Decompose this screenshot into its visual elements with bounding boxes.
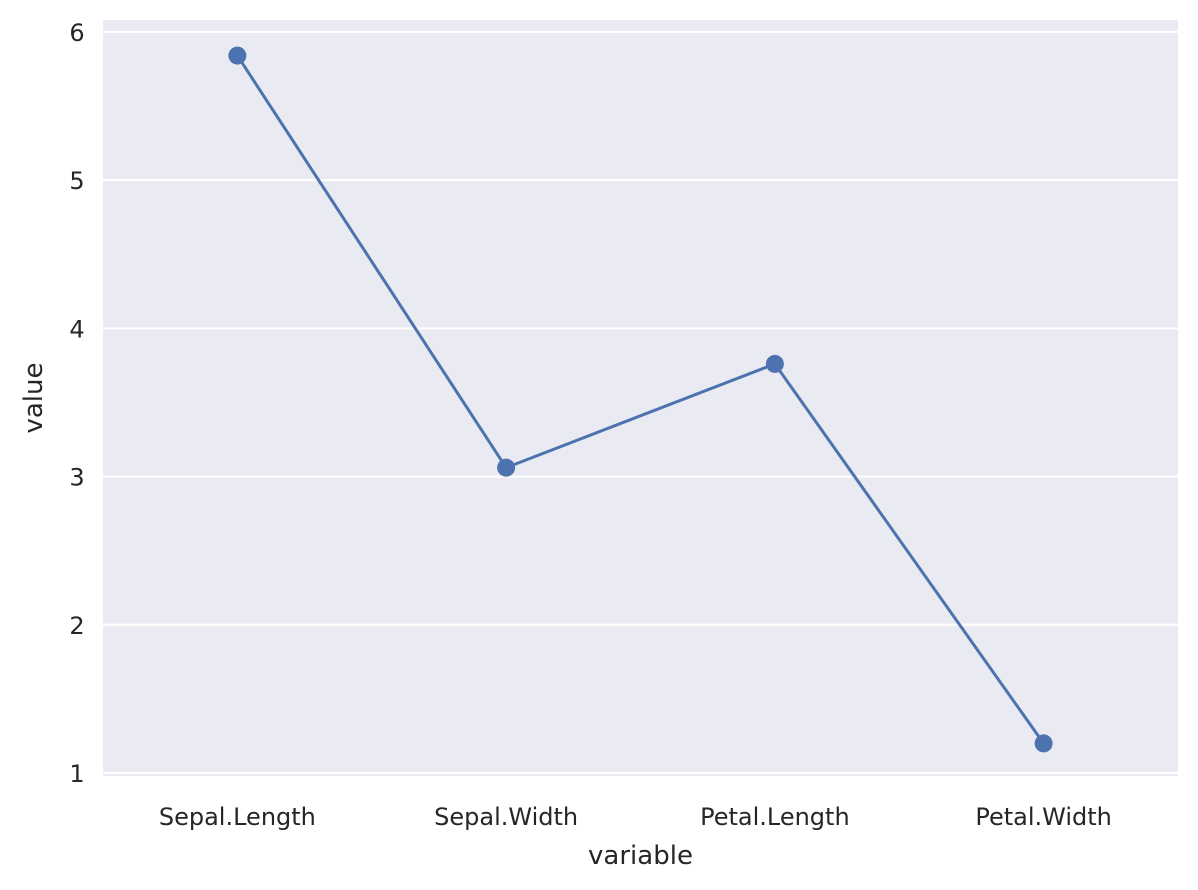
y-tick-labels: 1 2 3 4 5 6 [69, 19, 84, 788]
series-line [236, 54, 1045, 745]
y-tick-label: 5 [69, 167, 84, 195]
x-tick-label: Petal.Width [975, 803, 1112, 831]
y-tick-label: 4 [69, 315, 84, 343]
y-tick-label: 3 [69, 464, 84, 492]
x-axis-label: variable [588, 841, 693, 871]
gridlines [103, 30, 1178, 775]
data-point [1034, 734, 1053, 753]
y-tick-label: 6 [69, 19, 84, 47]
x-tick-label: Petal.Length [700, 803, 850, 831]
data-point [228, 46, 247, 65]
y-axis-label: value [19, 362, 49, 433]
x-tick-labels: Sepal.Length Sepal.Width Petal.Length Petal… [159, 803, 1112, 831]
x-tick-label: Sepal.Length [159, 803, 316, 831]
y-tick-label: 1 [69, 760, 84, 788]
data-points [228, 46, 1053, 753]
data-point [497, 458, 516, 477]
plot-area [103, 20, 1178, 776]
data-point [765, 354, 784, 373]
y-tick-label: 2 [69, 612, 84, 640]
x-tick-label: Sepal.Width [434, 803, 578, 831]
